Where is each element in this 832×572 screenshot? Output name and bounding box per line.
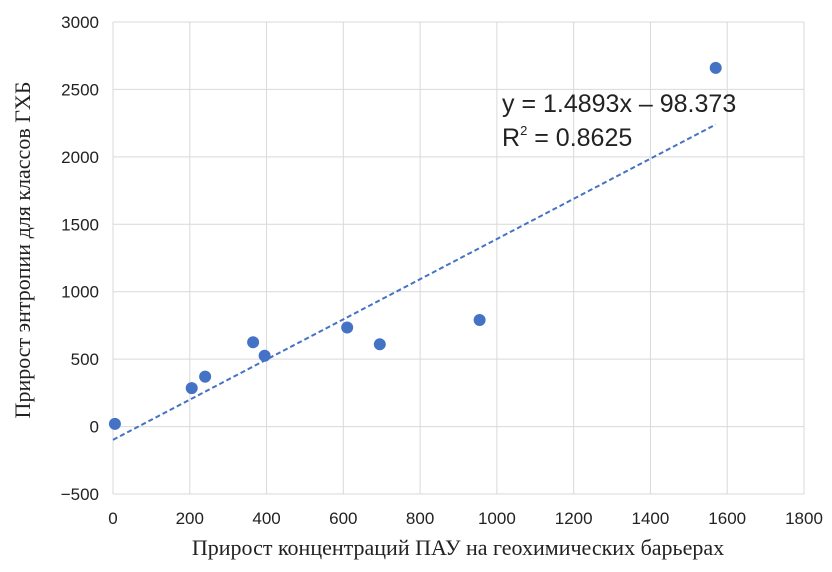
r2-prefix: R (502, 124, 520, 152)
r-squared-label: R2 = 0.8625 (502, 123, 632, 152)
x-tick-labels: 0 200 400 600 800 1000 1200 1400 1600 1800 (108, 509, 823, 528)
y-axis-title: Прирост энтропии для классов ГХБ (10, 82, 35, 419)
data-point (108, 417, 121, 430)
data-point (247, 336, 260, 349)
grid-lines (112, 21, 805, 495)
y-tick-label: 1000 (61, 283, 99, 302)
x-tick-label: 1400 (632, 509, 670, 528)
x-tick-label: 1800 (785, 509, 823, 528)
r2-value: = 0.8625 (527, 124, 632, 152)
x-axis-title: Прирост концентраций ПАУ на геохимически… (192, 535, 724, 560)
data-point (373, 338, 386, 351)
data-point (185, 382, 198, 395)
x-tick-label: 1000 (478, 509, 516, 528)
data-point (199, 370, 212, 383)
x-tick-label: 600 (329, 509, 357, 528)
r2-superscript: 2 (520, 123, 527, 138)
data-point (473, 314, 486, 327)
y-tick-label: −500 (61, 485, 99, 504)
data-points (108, 61, 722, 430)
trendline (112, 123, 717, 441)
y-tick-label: 2000 (61, 148, 99, 167)
y-tick-label: 1500 (61, 215, 99, 234)
x-tick-label: 200 (176, 509, 204, 528)
x-tick-label: 1600 (708, 509, 746, 528)
y-tick-label: 0 (90, 418, 99, 437)
data-point (341, 321, 354, 334)
y-tick-label: 2500 (61, 80, 99, 99)
x-tick-label: 800 (406, 509, 434, 528)
y-tick-label: 3000 (61, 13, 99, 32)
x-tick-label: 0 (108, 509, 117, 528)
x-tick-label: 400 (252, 509, 280, 528)
data-point (709, 61, 722, 74)
data-point (258, 349, 271, 362)
x-tick-label: 1200 (555, 509, 593, 528)
y-tick-label: 500 (71, 350, 99, 369)
trendline-equation: y = 1.4893x – 98.373 (502, 90, 736, 118)
trendline-group (112, 123, 717, 441)
y-tick-labels: −500 0 500 1000 1500 2000 2500 3000 (61, 13, 99, 504)
